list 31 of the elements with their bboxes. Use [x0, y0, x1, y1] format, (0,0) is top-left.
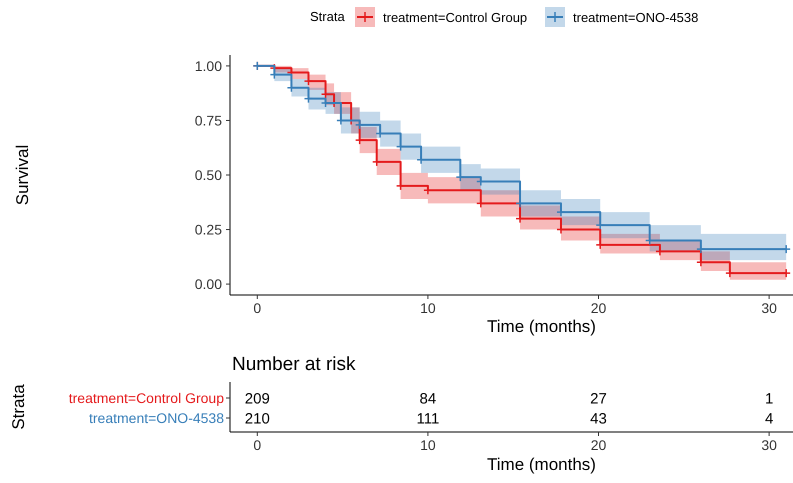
y-tick-label: treatment=Control Group — [68, 390, 224, 406]
x-tick-label: 10 — [420, 437, 436, 453]
x-tick-label: 20 — [590, 300, 607, 316]
x-tick-label: 20 — [590, 437, 607, 453]
legend-title: Strata — [310, 9, 346, 24]
y-tick-label: treatment=ONO-4538 — [88, 410, 224, 426]
legend-label: treatment=Control Group — [383, 10, 528, 25]
data-label: 209 — [244, 390, 270, 408]
y-tick-label: 0.25 — [194, 221, 222, 238]
x-axis-title: Time (months) — [487, 317, 596, 336]
y-tick-label: 1.00 — [194, 58, 222, 74]
x-tick-label: 30 — [761, 437, 778, 453]
chart-title: Number at risk — [232, 354, 356, 375]
data-label: 84 — [420, 390, 436, 408]
data-label: 43 — [590, 410, 607, 428]
data-label: 4 — [764, 410, 774, 428]
data-label: 1 — [764, 390, 774, 408]
data-label: 27 — [590, 390, 607, 408]
x-tick-label: 0 — [253, 437, 262, 453]
y-tick-label: 0.00 — [194, 276, 222, 292]
legend-label: treatment=ONO-4538 — [573, 10, 698, 25]
data-label: 111 — [416, 410, 440, 428]
x-tick-label: 10 — [420, 300, 436, 316]
x-tick-label: 0 — [253, 300, 262, 316]
y-tick-label: 0.50 — [194, 166, 222, 183]
y-tick-label: 0.75 — [194, 112, 222, 128]
y-axis-title: Strata — [9, 384, 28, 430]
data-label: 210 — [244, 410, 270, 428]
y-axis-title: Survival — [13, 144, 32, 206]
x-tick-label: 30 — [761, 300, 778, 316]
x-axis-title: Time (months) — [487, 455, 596, 474]
